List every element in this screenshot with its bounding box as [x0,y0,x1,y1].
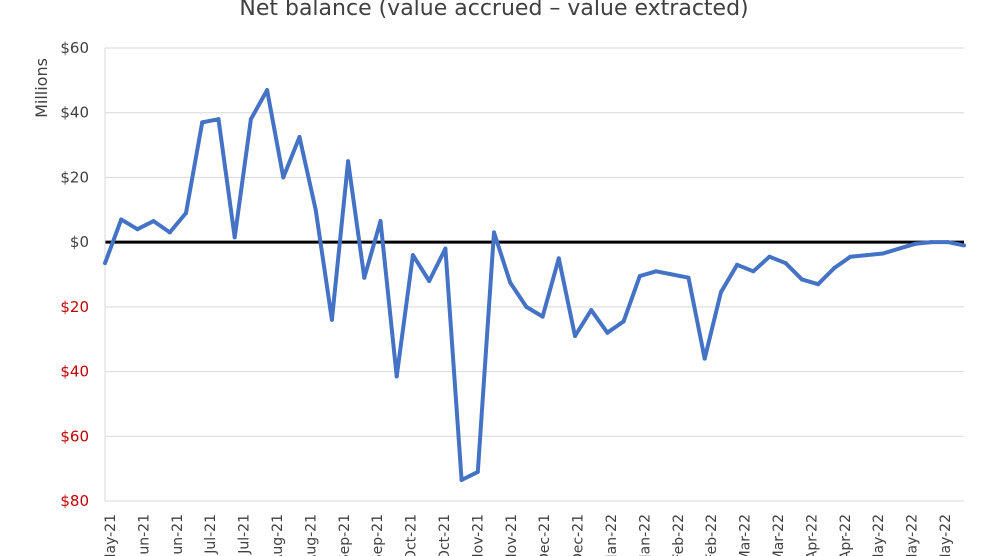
data-point [524,304,529,309]
y-tick-label: $20 [60,168,89,186]
data-point [832,266,837,271]
data-point [589,308,594,313]
x-tick-label: Jan-22 [604,514,620,556]
y-tick-labels: $60 $40 $20 $0 $20 $40 $60 $80 [60,39,89,510]
data-point [410,253,415,258]
data-point [799,277,804,282]
data-point [281,175,286,180]
data-point [751,269,756,274]
data-point [816,282,821,287]
data-point [508,280,513,285]
y-tick-label: $60 [60,427,89,445]
data-point [702,356,707,361]
x-tick-label: Sep-21 [337,514,353,556]
data-point [783,261,788,266]
y-tick-label: $40 [60,104,89,122]
data-point [945,240,950,245]
data-point [265,88,270,93]
data-point [686,275,691,280]
data-point [200,120,205,125]
data-point [362,275,367,280]
data-point [151,219,156,224]
x-tick-label: May-21 [103,514,119,556]
x-tick-label: Jun-21 [136,514,152,556]
data-point [475,469,480,474]
data-point [556,256,561,261]
chart-title: Net balance (value accrued – value extra… [239,0,748,21]
x-tick-label: May-22 [905,514,921,556]
x-tick-label: Dec-21 [571,514,587,556]
y-tick-label: $20 [60,298,89,316]
y-tick-label: $60 [60,39,89,57]
series-line [103,88,965,482]
x-tick-label: Feb-22 [671,514,687,556]
x-tick-labels: May-21 Jun-21 Jun-21 Jul-21 Jul-21 Aug-21 Aug-… [103,514,954,556]
data-point [913,241,918,246]
data-point [248,117,253,122]
data-point [573,333,578,338]
data-point [232,235,237,240]
data-point [637,274,642,279]
data-point [216,117,221,122]
data-point [427,278,432,283]
y-tick-label: $80 [60,492,89,510]
x-tick-label: Apr-22 [838,514,854,556]
data-point [880,251,885,256]
x-tick-label: May-22 [938,514,954,556]
data-point [735,262,740,267]
x-tick-label: Jul-21 [237,514,253,555]
x-tick-label: Jul-21 [203,514,219,555]
data-point [962,243,966,248]
x-tick-label: Mar-22 [771,514,787,556]
data-point [184,211,189,216]
x-tick-label: Nov-21 [504,514,520,556]
data-point [119,217,124,222]
data-point [621,319,626,324]
x-tick-label: May-22 [871,514,887,556]
data-point [897,246,902,251]
x-tick-label: Jan-22 [637,514,653,556]
data-point [848,254,853,259]
x-tick-label: Aug-21 [270,514,286,556]
x-tick-label: Mar-22 [738,514,754,556]
x-tick-label: Aug-21 [303,514,319,556]
data-point [654,269,659,274]
y-tick-label: $40 [60,363,89,381]
x-tick-label: Dec-21 [537,514,553,556]
data-point [346,159,351,164]
x-tick-label: Oct-21 [437,514,453,556]
x-tick-label: Nov-21 [470,514,486,556]
data-point [605,330,610,335]
data-point [167,230,172,235]
data-point [297,134,302,139]
data-point [313,207,318,212]
data-point [767,254,772,259]
data-point [491,230,496,235]
data-point [103,261,107,266]
x-tick-label: Oct-21 [404,514,420,556]
gridlines [105,47,964,502]
data-point [135,227,140,232]
y-axis-label: Millions [32,58,51,118]
data-point [929,240,934,245]
data-point [670,272,675,277]
y-tick-label: $0 [70,233,89,251]
data-point [459,477,464,482]
data-point [864,253,869,258]
data-point [378,219,383,224]
x-tick-label: Apr-22 [804,514,820,556]
data-point [394,374,399,379]
data-point [443,246,448,251]
x-tick-label: Feb-22 [704,514,720,556]
data-points [103,88,966,482]
data-point [718,290,723,295]
x-tick-label: Jun-21 [170,514,186,556]
data-point [329,317,334,322]
data-point [540,314,545,319]
x-tick-label: Sep-21 [370,514,386,556]
